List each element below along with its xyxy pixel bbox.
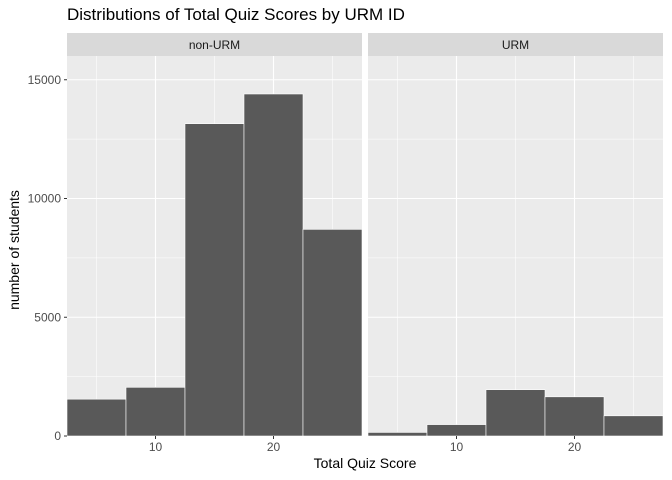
- x-tick-label: 10: [149, 440, 163, 454]
- y-tick-label: 10000: [28, 192, 62, 206]
- facet-strip: [67, 33, 362, 56]
- histogram-bar: [125, 387, 186, 437]
- histogram-bar: [367, 432, 428, 437]
- y-tick-label: 5000: [34, 310, 61, 324]
- chart-title: Distributions of Total Quiz Scores by UR…: [67, 5, 405, 24]
- histogram-bar: [66, 398, 127, 437]
- histogram-bar: [426, 424, 487, 437]
- y-tick-label: 15000: [28, 73, 62, 87]
- histogram-bar: [485, 389, 546, 437]
- histogram-bar: [302, 229, 363, 437]
- y-axis-label: number of students: [6, 190, 22, 310]
- histogram-bar: [603, 415, 664, 437]
- y-tick-label: 0: [54, 429, 61, 443]
- x-tick-label: 20: [568, 440, 582, 454]
- x-tick-label: 20: [267, 440, 281, 454]
- facet-strip-label: URM: [502, 38, 529, 52]
- facet-strip-label: non-URM: [189, 38, 240, 52]
- x-tick-label: 10: [450, 440, 464, 454]
- facet-strip: [368, 33, 663, 56]
- histogram-bar: [243, 93, 304, 437]
- histogram-bar: [544, 396, 605, 437]
- x-axis-label: Total Quiz Score: [313, 455, 417, 471]
- histogram-bar: [184, 123, 245, 437]
